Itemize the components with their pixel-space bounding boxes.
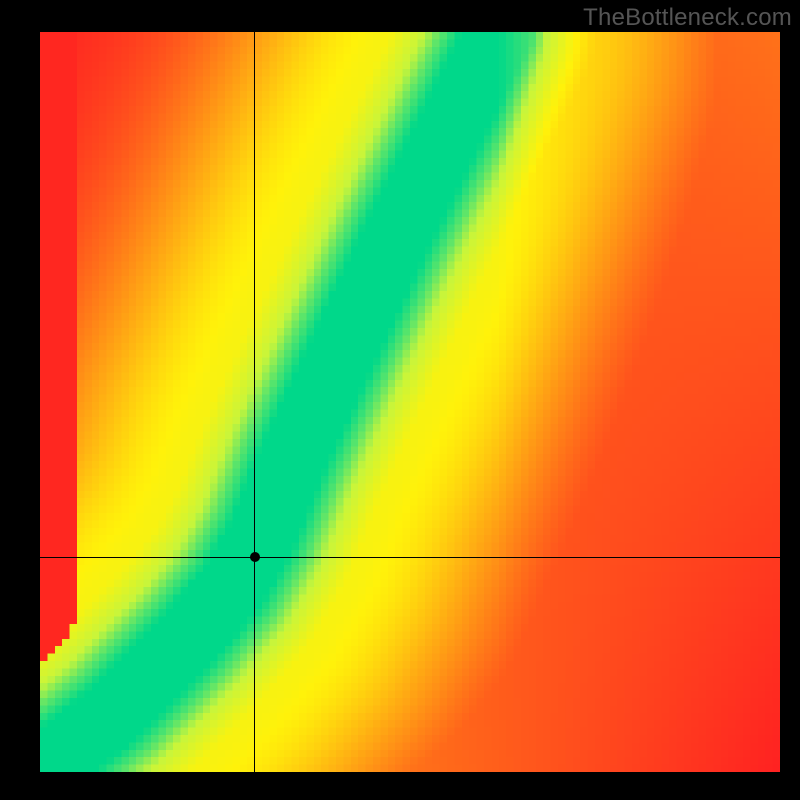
crosshair-vertical — [254, 32, 255, 772]
crosshair-horizontal — [40, 557, 780, 558]
chart-container: TheBottleneck.com — [0, 0, 800, 800]
crosshair-dot — [250, 552, 260, 562]
watermark-text: TheBottleneck.com — [583, 4, 792, 32]
heatmap-canvas — [40, 32, 780, 772]
